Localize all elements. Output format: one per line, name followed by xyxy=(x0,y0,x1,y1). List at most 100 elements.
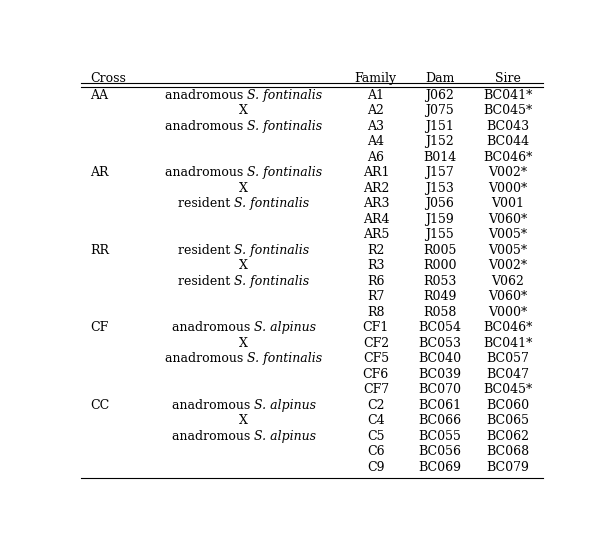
Text: Sire: Sire xyxy=(495,72,521,85)
Text: BC053: BC053 xyxy=(418,337,461,350)
Text: C4: C4 xyxy=(367,415,385,428)
Text: S. alpinus: S. alpinus xyxy=(254,322,316,335)
Text: X: X xyxy=(239,337,248,350)
Text: S. fontinalis: S. fontinalis xyxy=(234,197,309,211)
Text: BC079: BC079 xyxy=(487,461,529,474)
Text: Cross: Cross xyxy=(90,72,126,85)
Text: BC046*: BC046* xyxy=(484,151,533,164)
Text: AR1: AR1 xyxy=(362,166,389,180)
Text: BC069: BC069 xyxy=(418,461,461,474)
Text: BC057: BC057 xyxy=(487,353,529,366)
Text: resident: resident xyxy=(178,275,234,288)
Text: S. alpinus: S. alpinus xyxy=(254,430,316,443)
Text: BC047: BC047 xyxy=(487,368,529,381)
Text: BC040: BC040 xyxy=(418,353,461,366)
Text: J062: J062 xyxy=(425,89,454,102)
Text: A4: A4 xyxy=(367,135,384,149)
Text: BC045*: BC045* xyxy=(484,104,533,118)
Text: BC039: BC039 xyxy=(418,368,461,381)
Text: V000*: V000* xyxy=(488,182,527,195)
Text: R000: R000 xyxy=(423,259,456,273)
Text: BC065: BC065 xyxy=(487,415,529,428)
Text: J159: J159 xyxy=(425,213,454,226)
Text: AR4: AR4 xyxy=(362,213,389,226)
Text: X: X xyxy=(239,104,248,118)
Text: Dam: Dam xyxy=(425,72,454,85)
Text: CC: CC xyxy=(90,399,110,412)
Text: V001: V001 xyxy=(491,197,524,211)
Text: BC046*: BC046* xyxy=(484,322,533,335)
Text: J075: J075 xyxy=(425,104,454,118)
Text: A3: A3 xyxy=(367,120,384,133)
Text: R058: R058 xyxy=(423,306,456,319)
Text: CF6: CF6 xyxy=(363,368,389,381)
Text: BC070: BC070 xyxy=(418,384,461,397)
Text: CF1: CF1 xyxy=(363,322,389,335)
Text: BC054: BC054 xyxy=(418,322,461,335)
Text: V005*: V005* xyxy=(488,244,527,257)
Text: AR: AR xyxy=(90,166,109,180)
Text: S. fontinalis: S. fontinalis xyxy=(247,166,322,180)
Text: CF7: CF7 xyxy=(363,384,389,397)
Text: R6: R6 xyxy=(367,275,384,288)
Text: V060*: V060* xyxy=(488,213,527,226)
Text: AA: AA xyxy=(90,89,108,102)
Text: S. alpinus: S. alpinus xyxy=(254,399,316,412)
Text: resident: resident xyxy=(178,244,234,257)
Text: J151: J151 xyxy=(425,120,454,133)
Text: V060*: V060* xyxy=(488,290,527,304)
Text: R7: R7 xyxy=(367,290,384,304)
Text: S. fontinalis: S. fontinalis xyxy=(234,244,309,257)
Text: anadromous: anadromous xyxy=(172,430,254,443)
Text: B014: B014 xyxy=(423,151,456,164)
Text: BC061: BC061 xyxy=(418,399,461,412)
Text: anadromous: anadromous xyxy=(172,399,254,412)
Text: X: X xyxy=(239,415,248,428)
Text: C5: C5 xyxy=(367,430,384,443)
Text: resident: resident xyxy=(178,197,234,211)
Text: R005: R005 xyxy=(423,244,456,257)
Text: AR3: AR3 xyxy=(362,197,389,211)
Text: V000*: V000* xyxy=(488,306,527,319)
Text: J155: J155 xyxy=(425,228,454,242)
Text: S. fontinalis: S. fontinalis xyxy=(247,120,322,133)
Text: S. fontinalis: S. fontinalis xyxy=(234,275,309,288)
Text: BC062: BC062 xyxy=(487,430,529,443)
Text: AR2: AR2 xyxy=(362,182,389,195)
Text: CF: CF xyxy=(90,322,108,335)
Text: BC044: BC044 xyxy=(487,135,530,149)
Text: J153: J153 xyxy=(425,182,454,195)
Text: A2: A2 xyxy=(367,104,384,118)
Text: J157: J157 xyxy=(425,166,454,180)
Text: anadromous: anadromous xyxy=(165,120,247,133)
Text: C6: C6 xyxy=(367,446,385,459)
Text: BC055: BC055 xyxy=(418,430,461,443)
Text: A1: A1 xyxy=(367,89,384,102)
Text: BC045*: BC045* xyxy=(484,384,533,397)
Text: BC056: BC056 xyxy=(418,446,461,459)
Text: X: X xyxy=(239,259,248,273)
Text: A6: A6 xyxy=(367,151,384,164)
Text: V002*: V002* xyxy=(488,259,527,273)
Text: anadromous: anadromous xyxy=(165,353,247,366)
Text: R049: R049 xyxy=(423,290,456,304)
Text: BC041*: BC041* xyxy=(484,337,533,350)
Text: J056: J056 xyxy=(425,197,454,211)
Text: V002*: V002* xyxy=(488,166,527,180)
Text: BC066: BC066 xyxy=(418,415,461,428)
Text: Family: Family xyxy=(355,72,397,85)
Text: CF5: CF5 xyxy=(363,353,389,366)
Text: S. fontinalis: S. fontinalis xyxy=(247,353,322,366)
Text: anadromous: anadromous xyxy=(165,166,247,180)
Text: R2: R2 xyxy=(367,244,384,257)
Text: X: X xyxy=(239,182,248,195)
Text: C2: C2 xyxy=(367,399,384,412)
Text: R8: R8 xyxy=(367,306,384,319)
Text: anadromous: anadromous xyxy=(165,89,247,102)
Text: CF2: CF2 xyxy=(363,337,389,350)
Text: J152: J152 xyxy=(425,135,454,149)
Text: BC043: BC043 xyxy=(487,120,530,133)
Text: BC041*: BC041* xyxy=(484,89,533,102)
Text: C9: C9 xyxy=(367,461,384,474)
Text: R053: R053 xyxy=(423,275,456,288)
